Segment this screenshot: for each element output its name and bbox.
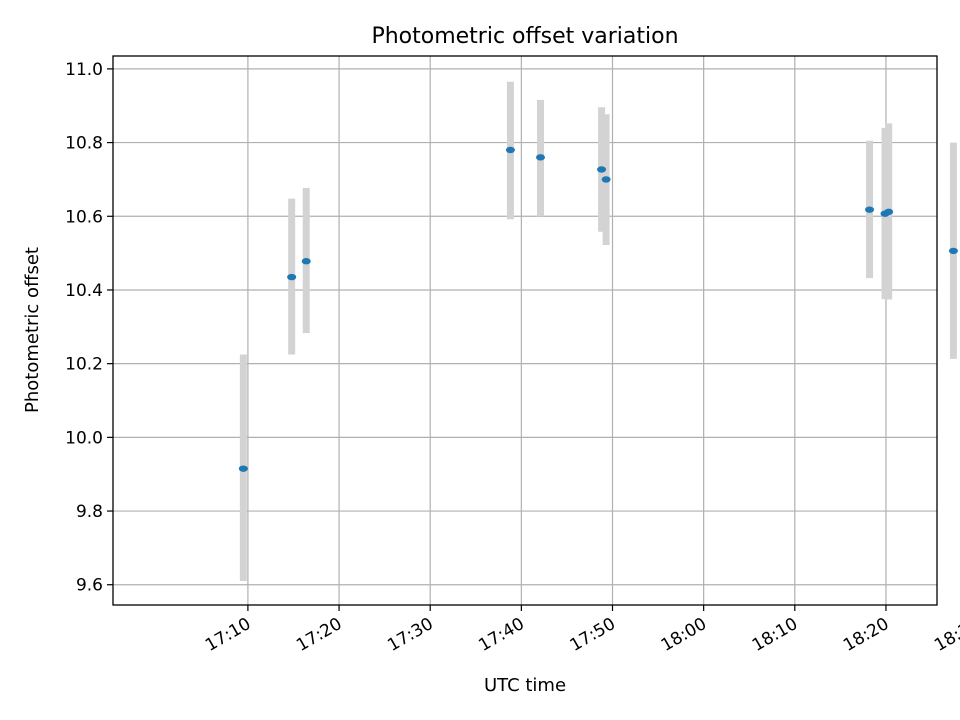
data-point [865, 206, 875, 213]
data-point [287, 273, 297, 281]
y-tick-label: 9.8 [76, 502, 103, 522]
data-point [238, 465, 248, 472]
data-point [948, 247, 958, 255]
plot-frame [112, 55, 938, 606]
y-tick-label: 9.6 [76, 576, 103, 596]
data-point [601, 176, 611, 183]
y-axis-label: Photometric offset [22, 247, 43, 413]
y-tick-label: 10.8 [65, 134, 103, 154]
data-point [505, 146, 515, 154]
grid-layer [113, 56, 937, 605]
point-layer [238, 146, 958, 472]
y-tick-label: 11.0 [65, 60, 103, 80]
data-point [301, 258, 311, 265]
y-tick-label: 10.4 [65, 281, 103, 301]
data-point [597, 166, 607, 173]
chart-title: Photometric offset variation [371, 24, 678, 49]
data-point [884, 208, 894, 216]
y-tick-label: 10.0 [65, 428, 103, 448]
data-point [535, 154, 545, 161]
x-axis-label: UTC time [484, 675, 566, 696]
y-tick-label: 10.2 [65, 355, 103, 375]
y-tick-label: 10.6 [65, 207, 103, 227]
